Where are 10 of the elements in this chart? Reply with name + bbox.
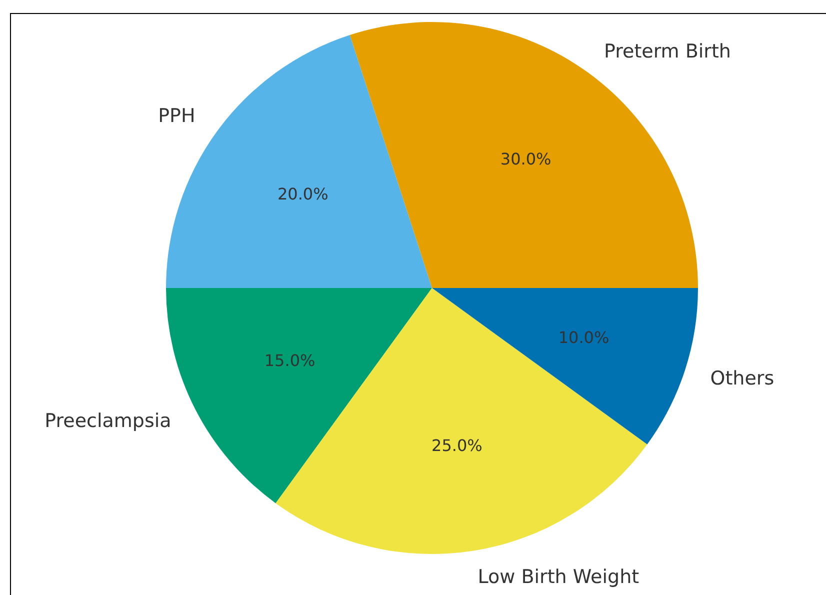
data-label: 20.0% (277, 184, 328, 204)
slice-label: Low Birth Weight (478, 566, 640, 588)
data-label: 25.0% (432, 436, 482, 456)
data-label: 30.0% (500, 149, 552, 168)
slice-label: PPH (158, 105, 196, 128)
slice-label: Preterm Birth (604, 40, 731, 62)
data-label: 15.0% (264, 350, 316, 370)
slice-label: Preeclampsia (44, 410, 172, 432)
data-label: 10.0% (558, 328, 610, 347)
slice-label: Others (710, 367, 774, 390)
